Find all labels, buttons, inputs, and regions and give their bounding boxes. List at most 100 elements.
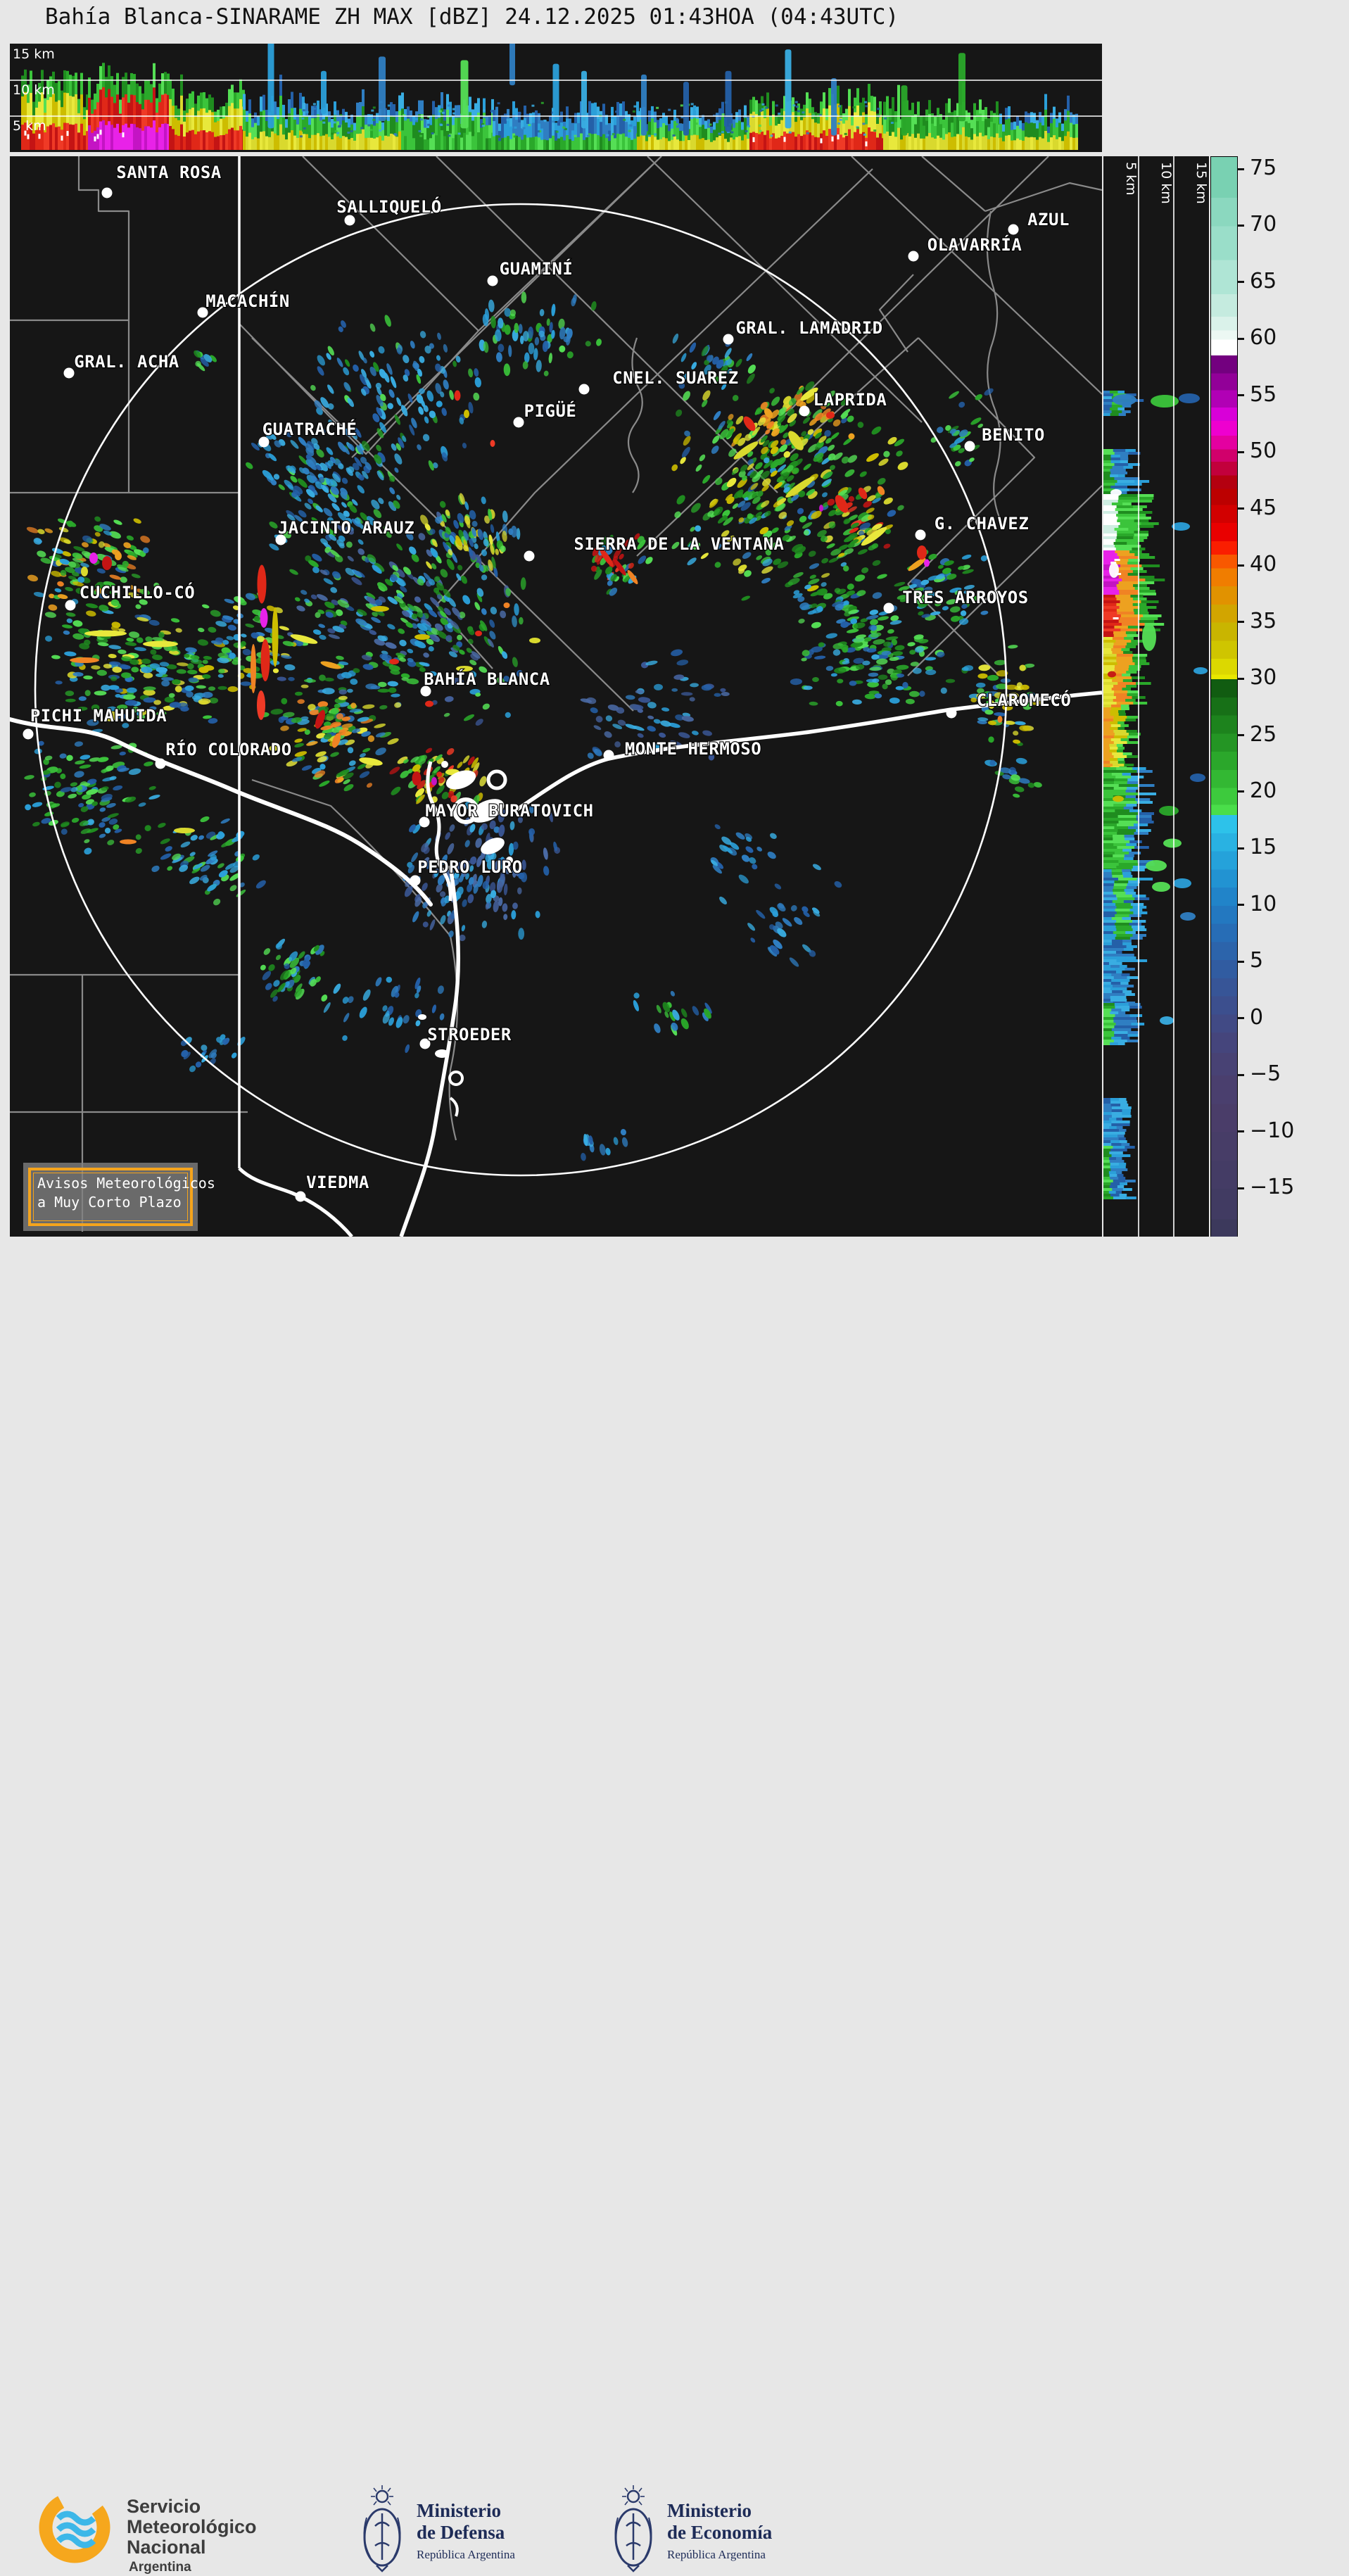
right-alt-labels: 5 km 10 km 15 km xyxy=(1123,162,1209,204)
top-cross-section-plot xyxy=(10,44,1102,152)
city-label: G. CHAVEZ xyxy=(935,514,1030,533)
colorbar-tick xyxy=(1237,790,1244,793)
colorbar-tick xyxy=(1237,1017,1244,1019)
warning-box[interactable]: Avisos Meteorológicos a Muy Corto Plazo xyxy=(23,1163,198,1231)
radar-map: SANTA ROSA SALLIQUELÓ GUAMINÍ MACACHÍN GRAL.… xyxy=(10,156,1102,1237)
city-dot xyxy=(64,368,75,379)
radar-echo-layer xyxy=(24,291,1043,1161)
city-label: MACACHÍN xyxy=(205,291,290,311)
right-alt-label: 10 km xyxy=(1158,162,1174,204)
colorbar-tick xyxy=(1237,904,1244,906)
city-dot xyxy=(579,384,590,395)
colorbar-tick-label: 5 xyxy=(1250,948,1263,973)
smn-country: Argentina xyxy=(129,2560,191,2575)
city-label: TRES ARROYOS xyxy=(902,588,1028,607)
city-dot xyxy=(514,417,524,428)
right-cross-section-panel: 5 km 10 km 15 km xyxy=(1103,156,1209,1237)
city-dot xyxy=(488,276,498,286)
colorbar-tick-label: −15 xyxy=(1250,1175,1294,1199)
defensa-line-3: República Argentina xyxy=(417,2548,515,2562)
city-label: MONTE HERMOSO xyxy=(625,739,761,759)
city-label: SIERRA DE LA VENTANA xyxy=(574,534,785,554)
right-cross-section-plot: 5 km 10 km 15 km xyxy=(1103,156,1209,1237)
economia-line-3: República Argentina xyxy=(667,2548,772,2562)
city-label: RÍO COLORADO xyxy=(165,739,291,759)
colorbar-tick-label: 25 xyxy=(1250,722,1277,747)
right-echo-layer xyxy=(1103,391,1208,1199)
smn-line-2: Meteorológico xyxy=(127,2517,257,2537)
dbz-colorbar xyxy=(1210,156,1238,1238)
city-dot xyxy=(1008,225,1019,235)
page-title: Bahía Blanca-SINARAME ZH MAX [dBZ] 24.12… xyxy=(45,4,899,30)
city-label: MAYOR BURATOVICH xyxy=(425,801,593,821)
colorbar-tick xyxy=(1237,168,1244,170)
city-label: GRAL. LAMADRID xyxy=(735,318,882,338)
colorbar-tick-label: 50 xyxy=(1250,438,1277,463)
city-dot xyxy=(296,1192,306,1202)
radar-map-panel: SANTA ROSA SALLIQUELÓ GUAMINÍ MACACHÍN GRAL.… xyxy=(10,156,1102,1237)
city-dot xyxy=(102,188,113,198)
city-dot xyxy=(946,708,957,719)
defensa-line-2: de Defensa xyxy=(417,2522,515,2544)
footer: Servicio Meteorológico Nacional Argentin… xyxy=(0,1237,1349,1344)
smn-wordmark: Servicio Meteorológico Nacional xyxy=(127,2496,257,2558)
city-dot xyxy=(884,603,894,614)
colorbar-tick-label: 75 xyxy=(1250,156,1277,180)
smn-line-1: Servicio xyxy=(127,2496,257,2517)
colorbar-tick-label: 0 xyxy=(1250,1005,1263,1030)
city-label: GRAL. ACHA xyxy=(74,352,179,372)
city-label: SALLIQUELÓ xyxy=(336,196,442,217)
coat-of-arms-defensa-icon xyxy=(355,2481,409,2576)
city-dot xyxy=(65,600,76,611)
warning-line-1: Avisos Meteorológicos xyxy=(37,1175,215,1192)
top-echo-layer xyxy=(21,44,1078,150)
city-label: AZUL xyxy=(1027,210,1070,229)
colorbar-tick xyxy=(1237,621,1244,623)
coat-of-arms-economia-icon xyxy=(607,2481,660,2576)
colorbar-tick xyxy=(1237,1187,1244,1189)
city-dot xyxy=(156,759,166,769)
warning-box-text: Avisos Meteorológicos a Muy Corto Plazo xyxy=(37,1174,215,1212)
economia-line-2: de Economía xyxy=(667,2522,772,2544)
right-alt-label: 15 km xyxy=(1193,162,1209,204)
colorbar-tick-label: 10 xyxy=(1250,892,1277,916)
colorbar-tick-label: 65 xyxy=(1250,269,1277,293)
colorbar-tick-label: 45 xyxy=(1250,495,1277,520)
city-label: PEDRO LURO xyxy=(417,857,523,877)
economia-line-1: Ministerio xyxy=(667,2500,772,2522)
colorbar-tick-label: −10 xyxy=(1250,1118,1294,1143)
city-dot xyxy=(916,530,926,541)
top-cross-section-panel: 15 km 10 km 5 km xyxy=(10,44,1102,152)
warning-line-2: a Muy Corto Plazo xyxy=(37,1194,182,1211)
colorbar-tick xyxy=(1237,338,1244,340)
colorbar-tick xyxy=(1237,961,1244,963)
city-dot xyxy=(604,750,614,761)
city-label: CNEL. SUAREZ xyxy=(612,368,738,388)
colorbar-tick xyxy=(1237,225,1244,227)
smn-line-3: Nacional xyxy=(127,2537,257,2558)
colorbar-tick-label: 30 xyxy=(1250,665,1277,690)
colorbar-tick-label: 60 xyxy=(1250,325,1277,350)
right-alt-label: 5 km xyxy=(1123,162,1139,196)
top-alt-label-10km: 10 km xyxy=(13,82,55,98)
city-dot xyxy=(524,551,535,562)
colorbar-tick-label: 20 xyxy=(1250,778,1277,803)
smn-logo-icon xyxy=(35,2487,116,2568)
city-label: GUAMINÍ xyxy=(500,258,574,279)
colorbar-tick xyxy=(1237,564,1244,567)
city-label: BAHÍA BLANCA xyxy=(424,669,550,689)
city-label: PICHI MAHUIDA xyxy=(30,706,167,726)
colorbar-tick xyxy=(1237,1074,1244,1076)
colorbar-tick xyxy=(1237,394,1244,396)
city-label: CLAROMECÓ xyxy=(977,689,1072,710)
city-label: CUCHILLO-CÓ xyxy=(80,581,195,602)
city-dot xyxy=(23,729,34,740)
colorbar-tick-label: 55 xyxy=(1250,382,1277,407)
city-dot xyxy=(965,441,975,452)
city-label: SANTA ROSA xyxy=(116,163,222,182)
ministry-defensa: Ministerio de Defensa República Argentin… xyxy=(417,2500,515,2562)
defensa-line-1: Ministerio xyxy=(417,2500,515,2522)
colorbar-tick xyxy=(1237,451,1244,453)
city-label: VIEDMA xyxy=(306,1173,369,1192)
colorbar-tick xyxy=(1237,734,1244,736)
